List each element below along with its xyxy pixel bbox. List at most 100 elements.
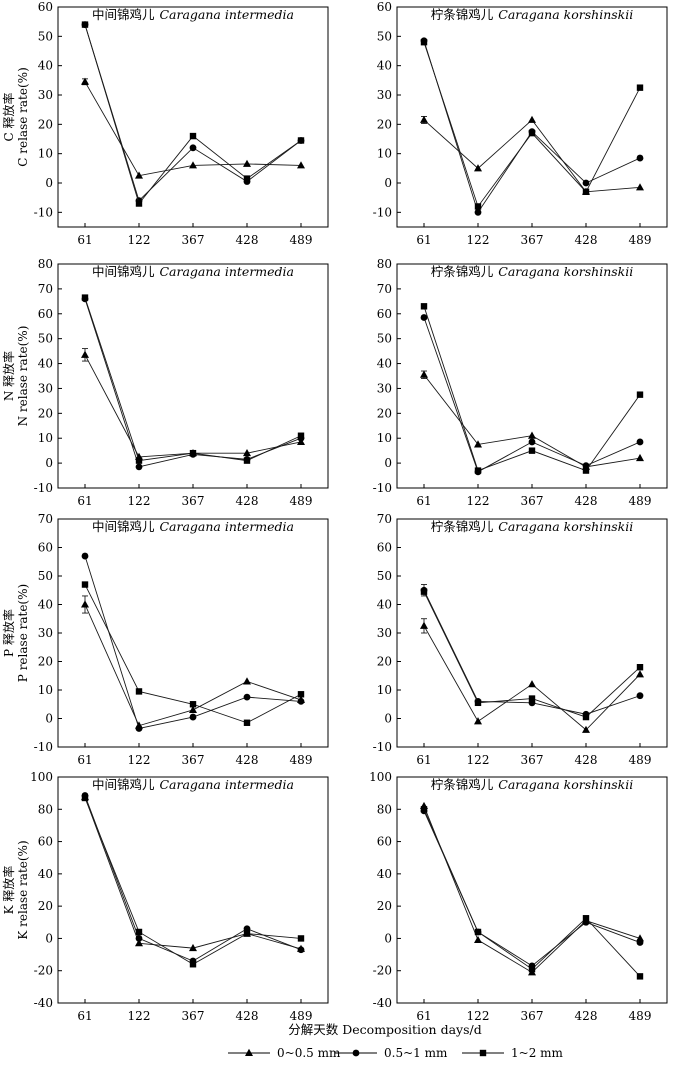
data-point-square (582, 915, 590, 922)
x-tick-label: 428 (236, 1009, 259, 1023)
y-tick-label: 20 (377, 899, 392, 913)
y-tick-label: 60 (377, 0, 392, 14)
panel-title-latin: Caragana korshinskii (498, 7, 633, 22)
plot-frame (57, 6, 329, 228)
y-tick-label: 20 (377, 406, 392, 420)
y-tick-label: 10 (38, 147, 53, 161)
y-tick-label: 60 (377, 541, 392, 555)
data-point-square (135, 200, 143, 207)
data-point-triangle (474, 164, 482, 172)
y-axis-title-cn: P 释放率 (1, 609, 16, 657)
series-line (423, 40, 641, 214)
series-1-2-mm (420, 588, 644, 721)
series-0-0-5-mm (81, 348, 305, 460)
y-tick-label: 80 (38, 257, 53, 271)
data-point-square (135, 688, 143, 695)
y-tick-label: 40 (377, 59, 392, 73)
data-point-square (528, 965, 536, 973)
x-tick-label: 489 (629, 233, 652, 247)
panel-title-latin: Caragana korshinskii (498, 264, 633, 279)
panel-title: 柠条锦鸡儿 Caragana korshinskii (431, 777, 633, 792)
chart-panel-c-intermedia: -10 0 10 20 30 40 50 60 61 122 367 428 489 中间锦鸡儿 Carag… (1, 0, 329, 247)
data-point-square (528, 695, 536, 702)
data-point-triangle (420, 370, 428, 378)
series-0-5-1-mm (81, 552, 305, 732)
panel-title: 柠条锦鸡儿 Caragana korshinskii (431, 7, 633, 22)
data-point-square (474, 699, 482, 707)
x-tick-label: 367 (182, 494, 205, 508)
chart-panel-p-intermedia: -10 0 10 20 30 40 50 60 70 61 122 367 428 489 中间锦鸡儿 Car… (1, 512, 329, 767)
panel-title-cn: 柠条锦鸡儿 (431, 7, 494, 22)
x-tick-label: 61 (416, 494, 431, 508)
data-point-square (297, 935, 305, 942)
data-point-square (135, 457, 143, 464)
series-0-5-1-mm (81, 295, 305, 471)
y-tick-label: 30 (377, 88, 392, 102)
y-axis-title-en: K relase rate(%) (16, 840, 30, 939)
y-tick-label: 20 (38, 899, 53, 913)
y-axis-title-cn: N 释放率 (1, 351, 16, 401)
series-1-2-mm (81, 21, 305, 207)
y-tick-label: -40 (373, 996, 392, 1010)
data-point-triangle (528, 115, 536, 123)
data-point-triangle (474, 935, 482, 944)
data-point-triangle (135, 939, 143, 947)
y-tick-label: 40 (38, 598, 53, 612)
data-point-triangle (189, 943, 197, 952)
data-point-circle (189, 713, 197, 721)
x-tick-label: 61 (77, 233, 92, 247)
data-point-square (420, 39, 428, 46)
x-tick-label: 122 (467, 233, 490, 247)
data-point-square (474, 467, 482, 474)
panel-title-cn: 中间锦鸡儿 (92, 519, 155, 534)
data-point-circle (81, 552, 89, 560)
x-tick-label: 122 (467, 753, 490, 767)
series-1-2-mm (420, 806, 644, 980)
series-line (84, 24, 302, 202)
y-tick-label: 70 (377, 512, 392, 526)
y-tick-label: 40 (377, 867, 392, 881)
panel-title-latin: Caragana intermedia (159, 7, 294, 22)
y-tick-label: 60 (38, 0, 53, 14)
y-tick-label: 10 (377, 431, 392, 445)
y-tick-label: 40 (377, 357, 392, 371)
data-point-circle (297, 946, 305, 954)
panel-title-cn: 柠条锦鸡儿 (431, 777, 494, 792)
y-tick-label: 30 (38, 88, 53, 102)
series-1-2-mm (81, 794, 305, 968)
y-tick-label: 30 (38, 626, 53, 640)
x-tick-label: 428 (236, 494, 259, 508)
y-tick-label: 60 (377, 307, 392, 321)
data-point-square (474, 203, 482, 210)
y-tick-label: 20 (38, 655, 53, 669)
y-tick-label: 80 (377, 802, 392, 816)
y-tick-label: 50 (38, 569, 53, 583)
y-axis-title-en: N relase rate(%) (16, 326, 30, 427)
x-tick-label: 61 (416, 1009, 431, 1023)
data-point-square (81, 581, 89, 588)
data-point-triangle (189, 161, 197, 169)
legend-label: 0~0.5 mm (277, 1046, 341, 1060)
y-tick-label: 60 (38, 835, 53, 849)
y-tick-label: 20 (377, 117, 392, 131)
y-tick-label: 30 (38, 381, 53, 395)
series-line (423, 625, 641, 731)
chart-panel-k-korshinskii: -40 -20 0 20 40 60 80 100 61 122 367 428 489 柠条锦鸡儿 Car… (369, 770, 668, 1023)
panel-title-latin: Caragana korshinskii (498, 519, 633, 534)
legend-item: 0~0.5 mm (228, 1046, 341, 1060)
x-tick-label: 428 (236, 753, 259, 767)
y-tick-label: 80 (377, 257, 392, 271)
chart-panel-n-intermedia: -10 0 10 20 30 40 50 60 70 80 61 122 367 428 489 中间锦鸡儿 C… (1, 257, 329, 508)
data-point-circle (189, 144, 197, 152)
data-point-circle (636, 692, 644, 700)
data-point-square (81, 794, 89, 802)
panel-title: 中间锦鸡儿 Caragana intermedia (92, 519, 294, 534)
y-axis-title-cn: C 释放率 (1, 93, 16, 142)
x-tick-label: 122 (467, 494, 490, 508)
series-0-5-1-mm (81, 21, 305, 205)
x-tick-label: 489 (290, 1009, 313, 1023)
data-point-triangle (636, 934, 644, 942)
y-tick-label: 10 (38, 431, 53, 445)
x-tick-label: 428 (575, 1009, 598, 1023)
